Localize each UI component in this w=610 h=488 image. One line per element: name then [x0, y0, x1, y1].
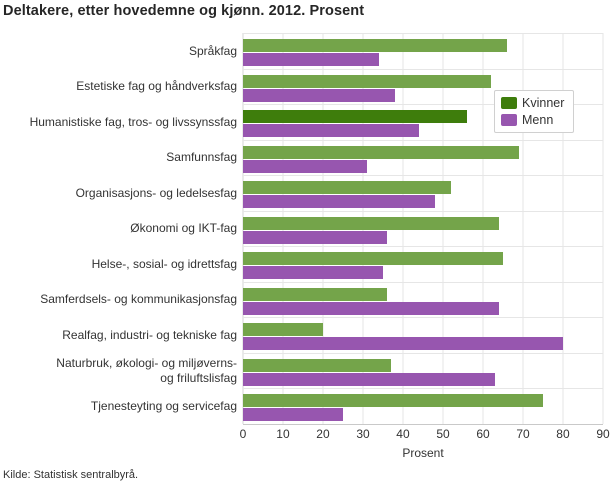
menn-bar[interactable] — [243, 266, 383, 280]
menn-bar[interactable] — [243, 53, 379, 66]
bar-row — [243, 246, 603, 282]
gridline-80 — [562, 33, 564, 424]
category-label: Tjenesteyting og servicefag — [90, 399, 237, 414]
menn-bar[interactable] — [243, 195, 435, 209]
category-label: Helse-, sosial- og idrettsfag — [91, 256, 237, 271]
x-tick-label-0: 0 — [239, 427, 247, 441]
bar-row — [243, 210, 603, 247]
x-tick-label-60: 60 — [476, 427, 490, 441]
bar-row — [243, 281, 603, 318]
kvinner-bar[interactable] — [243, 287, 387, 301]
bar-row — [243, 33, 603, 69]
menn-bar[interactable] — [243, 301, 499, 315]
kvinner-bar[interactable] — [243, 74, 491, 88]
x-axis-label: Prosent — [402, 446, 444, 460]
bar-row — [243, 139, 603, 176]
bar-row — [243, 352, 603, 389]
kvinner-bar[interactable] — [243, 358, 391, 372]
bar-row — [243, 68, 603, 105]
category-label: Samfunnsfag — [166, 150, 237, 165]
legend-swatch-icon — [501, 114, 517, 126]
legend-swatch-icon — [501, 97, 517, 109]
x-tick-label-20: 20 — [316, 427, 330, 441]
plot-rows — [243, 33, 603, 424]
category-label: Estetiske fag og håndverksfag — [76, 79, 237, 94]
x-tick-label-80: 80 — [556, 427, 570, 441]
legend: Kvinner Menn — [494, 90, 575, 133]
category-label: Samferdsels- og kommunikasjonsfag — [40, 292, 237, 307]
menn-bar[interactable] — [243, 408, 343, 422]
gridline-70 — [522, 33, 524, 424]
category-label: Språkfag — [188, 43, 237, 58]
bar-row — [243, 104, 603, 140]
category-labels: Språkfag Estetiske fag og håndverksfag Hum… — [0, 33, 243, 424]
kvinner-bar[interactable] — [243, 110, 467, 124]
x-tick-label-90: 90 — [596, 427, 610, 441]
category-label: Organisasjons- og ledelsesfag — [75, 185, 237, 200]
legend-label: Menn — [522, 113, 554, 127]
chart-title: Deltakere, etter hovedemne og kjønn. 201… — [3, 3, 365, 19]
source-note: Kilde: Statistisk sentralbyrå. — [3, 469, 139, 481]
bar-row — [243, 317, 603, 353]
menn-bar[interactable] — [243, 230, 387, 244]
menn-bar[interactable] — [243, 88, 395, 102]
kvinner-bar[interactable] — [243, 39, 507, 52]
x-tick-label-30: 30 — [356, 427, 370, 441]
menn-bar[interactable] — [243, 372, 495, 386]
menn-bar[interactable] — [243, 337, 563, 351]
kvinner-bar[interactable] — [243, 216, 499, 230]
x-tick-label-40: 40 — [396, 427, 410, 441]
legend-item-menn[interactable]: Menn — [501, 113, 564, 127]
bar-row — [243, 388, 603, 424]
category-label: Økonomi og IKT-fag — [130, 221, 237, 236]
bar-row — [243, 175, 603, 211]
category-label: Realfag, industri- og tekniske fag — [62, 327, 237, 342]
menn-bar[interactable] — [243, 159, 367, 173]
gridline-90 — [602, 33, 604, 424]
menn-bar[interactable] — [243, 124, 419, 138]
category-label: Humanistiske fag, tros- og livssynssfag — [29, 114, 237, 129]
kvinner-bar[interactable] — [243, 252, 503, 266]
category-label: Naturbruk, økologi- og miljøverns- og fr… — [56, 356, 237, 385]
x-tick-label-10: 10 — [276, 427, 290, 441]
x-tick-label-50: 50 — [436, 427, 450, 441]
kvinner-bar[interactable] — [243, 145, 519, 159]
kvinner-bar[interactable] — [243, 394, 543, 408]
x-axis-ticks: 0 10 20 30 40 50 60 70 80 90 — [239, 427, 610, 442]
x-tick-label-70: 70 — [516, 427, 530, 441]
legend-label: Kvinner — [522, 96, 565, 110]
plot-area — [242, 33, 604, 425]
kvinner-bar[interactable] — [243, 181, 451, 195]
legend-item-kvinner[interactable]: Kvinner — [501, 96, 564, 110]
kvinner-bar[interactable] — [243, 323, 323, 337]
